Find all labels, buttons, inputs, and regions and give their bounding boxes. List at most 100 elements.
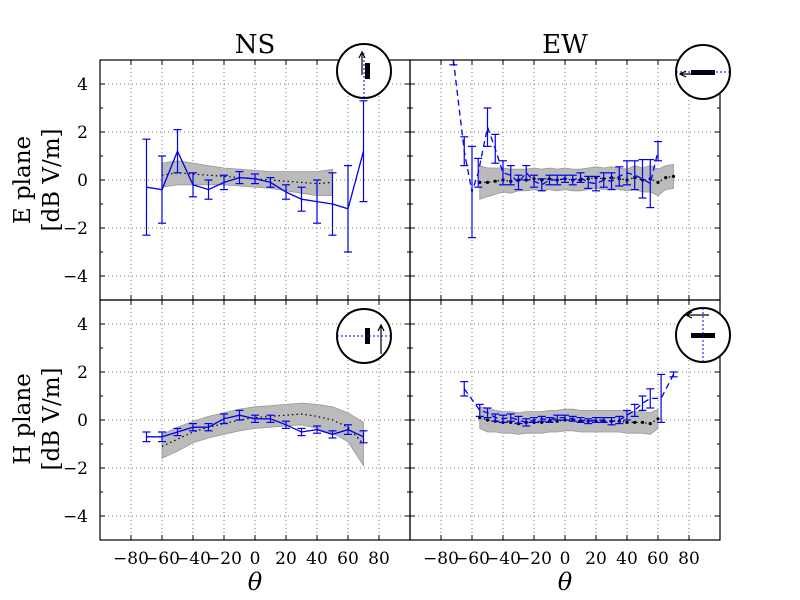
x-tick-label: −80 (113, 549, 149, 569)
error-bar (297, 427, 306, 437)
error-bar (491, 413, 500, 422)
error-bar (483, 407, 492, 419)
error-bar (313, 179, 321, 224)
error-bar (220, 174, 228, 191)
row-label-e-line2: [dB V/m] (39, 128, 65, 231)
row-label-h-plane: H plane [dB V/m] (10, 367, 65, 470)
error-bar (638, 159, 647, 199)
error-bar (553, 414, 562, 421)
polarization-arrow (678, 70, 705, 78)
error-bar (158, 155, 166, 224)
error-bar (522, 165, 531, 181)
dipole-bar (691, 333, 715, 338)
error-bar (607, 172, 616, 191)
error-bar (615, 415, 624, 425)
model-point (656, 180, 660, 184)
model-point (633, 420, 637, 424)
error-bar (189, 423, 197, 432)
error-bar (537, 415, 546, 422)
x-tick-label: 20 (275, 549, 297, 569)
error-bar (173, 129, 182, 174)
model-point (625, 420, 629, 424)
error-bar (344, 424, 352, 435)
error-bar (568, 174, 577, 186)
error-bar (499, 414, 507, 423)
y-tick-label: −4 (63, 507, 88, 527)
model-point (485, 180, 490, 184)
error-bar (599, 417, 608, 423)
error-bar (468, 145, 476, 239)
model-point (493, 179, 497, 183)
error-bar (282, 184, 290, 200)
x-tick-label: 80 (368, 549, 390, 569)
x-tick-label: −60 (454, 549, 490, 569)
panel-h-plane-ew: −80−60−40−20 0 20 40 60 80 (409, 299, 731, 569)
model-point (656, 417, 660, 421)
error-bar (561, 174, 569, 183)
y-tick-label: 0 (77, 171, 88, 191)
error-bar (475, 403, 484, 417)
error-bar (592, 175, 600, 192)
antenna-orientation-icon (336, 43, 392, 99)
polarization-arrow (358, 50, 366, 75)
error-bar (189, 172, 197, 198)
dipole-bar (691, 70, 715, 75)
error-bar (313, 425, 321, 434)
column-title-ns: NS (235, 30, 276, 60)
error-bar (460, 136, 469, 167)
error-bar (235, 409, 244, 421)
dipole-bar (365, 63, 370, 79)
error-bar (359, 430, 368, 444)
model-point (640, 420, 645, 424)
error-bar (204, 423, 213, 432)
error-bar (251, 173, 259, 185)
error-bar (607, 417, 616, 426)
model-point (671, 174, 676, 178)
model-point (664, 176, 668, 180)
error-bar (646, 159, 655, 209)
error-bar (514, 415, 523, 425)
error-bar (204, 179, 213, 200)
error-bar (266, 414, 275, 423)
x-tick-label: 0 (250, 549, 261, 569)
error-bar (615, 166, 624, 187)
y-tick-label: −2 (63, 459, 88, 479)
error-bar (359, 100, 368, 203)
error-bar (266, 177, 275, 188)
plot-area (100, 60, 410, 300)
error-bar (220, 413, 228, 425)
error-bar (158, 431, 166, 443)
y-tick-label: −4 (63, 267, 88, 287)
error-bar (282, 420, 290, 429)
model-point (485, 418, 490, 422)
error-bar (530, 174, 538, 188)
measured-line (463, 374, 675, 424)
y-tick-label: −2 (63, 219, 88, 239)
error-bar (623, 409, 631, 421)
x-axis-label-left: θ (248, 568, 263, 596)
error-bar (506, 165, 515, 186)
dipole-bar (365, 328, 370, 344)
model-point (648, 422, 652, 426)
x-tick-label: 0 (560, 549, 571, 569)
y-tick-label: 2 (77, 123, 88, 143)
error-bar (514, 174, 523, 191)
error-bar (545, 174, 554, 186)
y-tick-label: 2 (77, 363, 88, 383)
panel-e-plane-ew (409, 44, 731, 301)
error-bar (584, 175, 593, 189)
x-tick-label: 40 (306, 549, 328, 569)
error-bar (576, 417, 585, 423)
error-bar (530, 417, 538, 423)
x-tick-label: 20 (585, 549, 607, 569)
y-tick-label: 4 (77, 315, 88, 335)
y-tick-label: 4 (77, 75, 88, 95)
error-bar (474, 157, 483, 188)
polarization-arrow (684, 311, 709, 319)
error-bar (592, 417, 600, 423)
error-bar (173, 427, 182, 437)
error-bar (623, 160, 631, 186)
panel-e-plane-ns: −4 −2 0 2 4 (63, 43, 411, 301)
x-tick-label: −40 (175, 549, 211, 569)
